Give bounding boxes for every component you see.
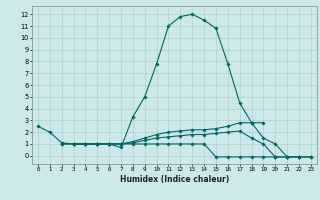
X-axis label: Humidex (Indice chaleur): Humidex (Indice chaleur) (120, 175, 229, 184)
